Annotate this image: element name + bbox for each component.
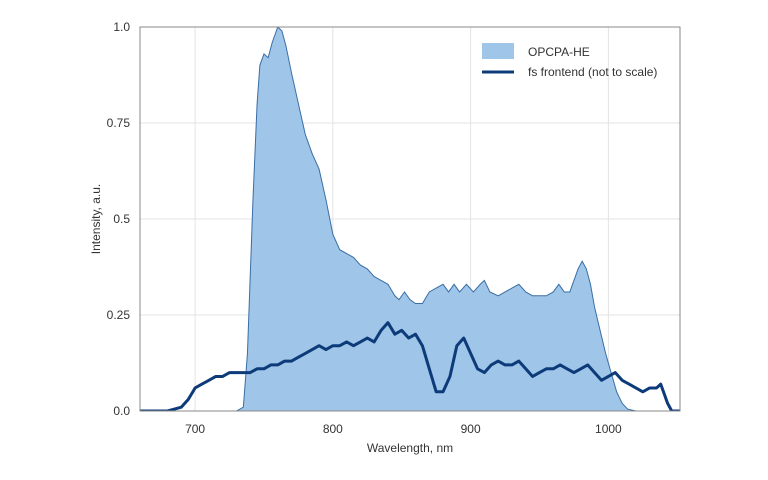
series-layer: [140, 27, 680, 411]
plot-area: [140, 27, 680, 411]
x-tick-label: 800: [323, 422, 343, 436]
legend-swatch-opcpa-he: [482, 43, 514, 59]
x-tick-label: 900: [461, 422, 481, 436]
legend-label-opcpa-he: OPCPA-HE: [528, 45, 590, 59]
y-axis-title: Intensity, a.u.: [89, 184, 103, 254]
series-line-fs-frontend: [140, 321, 680, 411]
y-tick-label: 0.5: [113, 212, 130, 226]
y-tick-label: 0.0: [113, 404, 130, 418]
y-tick-label: 1.0: [113, 20, 130, 34]
x-axis-title: Wavelength, nm: [367, 441, 453, 455]
series-area-opcpa-he: [236, 27, 636, 411]
plot-frame: [139, 26, 681, 412]
ticks: 700 800 900 1000 0.0 0.25 0.5 0.75 1.0: [107, 20, 622, 436]
y-tick-label: 0.25: [107, 308, 131, 322]
legend: OPCPA-HE fs frontend (not to scale): [482, 43, 657, 79]
series-outline-opcpa-he: [236, 27, 637, 411]
y-tick-label: 0.75: [107, 116, 131, 130]
x-tick-label: 700: [185, 422, 205, 436]
x-tick-label: 1000: [595, 422, 622, 436]
legend-label-fs-frontend: fs frontend (not to scale): [528, 65, 657, 79]
